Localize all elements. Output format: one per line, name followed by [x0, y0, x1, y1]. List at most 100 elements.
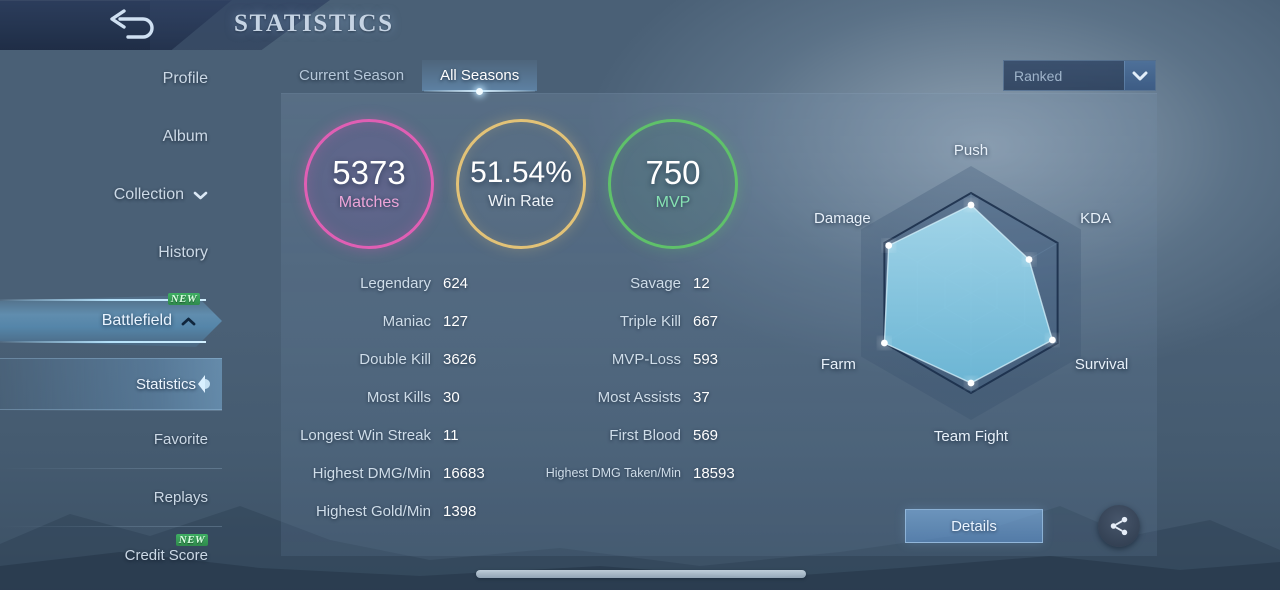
- horizontal-scrollbar[interactable]: [476, 570, 806, 578]
- chevron-down-icon: [193, 188, 208, 203]
- sidebar-item-label: Album: [162, 128, 208, 145]
- header-bar: STATISTICS: [0, 0, 1280, 50]
- nav-divider: [0, 526, 222, 527]
- stat-circle-mvp: 750 MVP: [608, 119, 738, 249]
- stat-value: 127: [443, 312, 469, 330]
- stat-key: Most Kills: [366, 388, 431, 406]
- details-button[interactable]: Details: [905, 509, 1043, 543]
- stat-key: Most Assists: [597, 388, 681, 406]
- radar-label-farm: Farm: [820, 356, 856, 373]
- table-row: Maniac 127 Triple Kill 667: [281, 302, 801, 340]
- tab-active-dot: [476, 88, 484, 95]
- stat-value: 1398: [443, 502, 477, 520]
- sidebar-item-statistics[interactable]: Statistics: [0, 358, 222, 410]
- back-arrow-icon: [110, 9, 154, 39]
- stat-value: 593: [693, 350, 719, 368]
- table-row: Legendary 624 Savage 12: [281, 264, 801, 302]
- stat-key: Maniac: [382, 312, 431, 330]
- sidebar-item-credit-score[interactable]: Credit Score NEW: [0, 526, 222, 584]
- nav-divider: [0, 468, 222, 469]
- selected-marker-icon: [198, 375, 213, 393]
- sidebar-item-history[interactable]: History: [0, 224, 222, 282]
- radar-label-push: Push: [953, 142, 989, 159]
- tab-label: Current Season: [299, 67, 405, 84]
- sidebar-item-favorite[interactable]: Favorite: [0, 410, 222, 468]
- win-rate-label: Win Rate: [488, 192, 554, 210]
- statistics-panel: 5373 Matches 51.54% Win Rate 750 MVP Leg…: [281, 93, 1157, 556]
- chevron-down-icon[interactable]: [1124, 61, 1155, 90]
- stat-value: 16683: [443, 464, 485, 482]
- share-icon: [1110, 516, 1128, 536]
- mvp-value: 750: [645, 153, 701, 191]
- battlefield-label-wrap: Battlefield: [102, 295, 196, 347]
- table-row: Double Kill 3626 MVP-Loss 593: [281, 340, 801, 378]
- stat-value: 11: [443, 426, 459, 444]
- back-button[interactable]: [96, 2, 170, 48]
- stat-value: 12: [693, 274, 710, 292]
- sidebar-item-label: Profile: [162, 70, 208, 87]
- table-row: Highest DMG/Min 16683 Highest DMG Taken/…: [281, 454, 801, 492]
- mvp-label: MVP: [655, 194, 691, 212]
- stat-value: 18593: [693, 464, 735, 482]
- stat-value: 3626: [443, 350, 477, 368]
- table-row: Longest Win Streak 11 First Blood 569: [281, 416, 801, 454]
- stat-key: Highest DMG Taken/Min: [545, 466, 681, 480]
- stat-key: Highest Gold/Min: [315, 502, 431, 520]
- sidebar-item-collection[interactable]: Collection: [0, 166, 222, 224]
- stat-key: Highest DMG/Min: [312, 464, 431, 482]
- radar-label-team-fight: Team Fight: [933, 428, 1009, 445]
- stat-value: 569: [693, 426, 719, 444]
- sidebar-item-label: Collection: [113, 186, 184, 203]
- stat-value: 37: [693, 388, 710, 406]
- sidebar-item-label: Replays: [153, 488, 208, 506]
- matches-value: 5373: [332, 153, 406, 191]
- sidebar-item-label: Statistics: [135, 375, 196, 393]
- sidebar-item-profile[interactable]: Profile: [0, 50, 222, 108]
- sidebar-item-label: Credit Score: [124, 546, 208, 564]
- season-tabs: Current Season All Seasons: [281, 60, 538, 95]
- radar-svg: [861, 166, 1081, 420]
- radar-label-survival: Survival: [1074, 356, 1129, 373]
- statistics-label-wrap: Statistics: [136, 358, 196, 410]
- page-title: STATISTICS: [234, 10, 394, 37]
- table-row: Highest Gold/Min 1398: [281, 492, 801, 530]
- stat-circle-matches: 5373 Matches: [304, 119, 434, 249]
- tab-current-season[interactable]: Current Season: [281, 60, 422, 91]
- win-rate-value: 51.54%: [470, 156, 572, 190]
- battlefield-edge-bottom: [0, 341, 206, 343]
- sidebar-item-album[interactable]: Album: [0, 108, 222, 166]
- table-row: Most Kills 30 Most Assists 37: [281, 378, 801, 416]
- battlefield-edge-top: [0, 299, 206, 301]
- stat-key: MVP-Loss: [611, 350, 681, 368]
- performance-radar-chart: Push KDA Survival Team Fight Farm Damage: [781, 99, 1161, 469]
- radar-label-kda: KDA: [1080, 210, 1112, 227]
- radar-label-damage: Damage: [814, 210, 871, 227]
- tab-label: All Seasons: [440, 67, 520, 84]
- stat-key: Longest Win Streak: [300, 426, 431, 444]
- tab-all-seasons[interactable]: All Seasons: [422, 60, 538, 95]
- sidebar-nav: Profile Album Collection History Battlef…: [0, 50, 222, 590]
- new-badge: NEW: [167, 293, 200, 305]
- stat-key: First Blood: [609, 426, 681, 444]
- stat-key: Triple Kill: [619, 312, 681, 330]
- stat-value: 667: [693, 312, 719, 330]
- sidebar-item-label: Favorite: [153, 430, 208, 448]
- stat-value: 624: [443, 274, 469, 292]
- nav-divider: [0, 410, 222, 411]
- stat-key: Legendary: [360, 274, 431, 292]
- sidebar-item-label: Battlefield: [101, 312, 172, 329]
- sidebar-item-battlefield[interactable]: Battlefield NEW: [0, 293, 222, 347]
- stat-key: Savage: [630, 274, 681, 292]
- mode-filter-dropdown[interactable]: Ranked: [1003, 60, 1156, 91]
- new-badge: NEW: [175, 534, 208, 546]
- share-button[interactable]: [1098, 505, 1140, 547]
- stats-table: Legendary 624 Savage 12 Maniac 127 Tripl…: [281, 264, 801, 530]
- mode-filter-value: Ranked: [1014, 67, 1063, 84]
- statistics-highlight: [0, 358, 222, 410]
- matches-label: Matches: [338, 194, 400, 212]
- stat-key: Double Kill: [359, 350, 431, 368]
- sidebar-item-replays[interactable]: Replays: [0, 468, 222, 526]
- sidebar-item-label: History: [158, 244, 208, 261]
- stat-value: 30: [443, 388, 460, 406]
- stat-circle-win-rate: 51.54% Win Rate: [456, 119, 586, 249]
